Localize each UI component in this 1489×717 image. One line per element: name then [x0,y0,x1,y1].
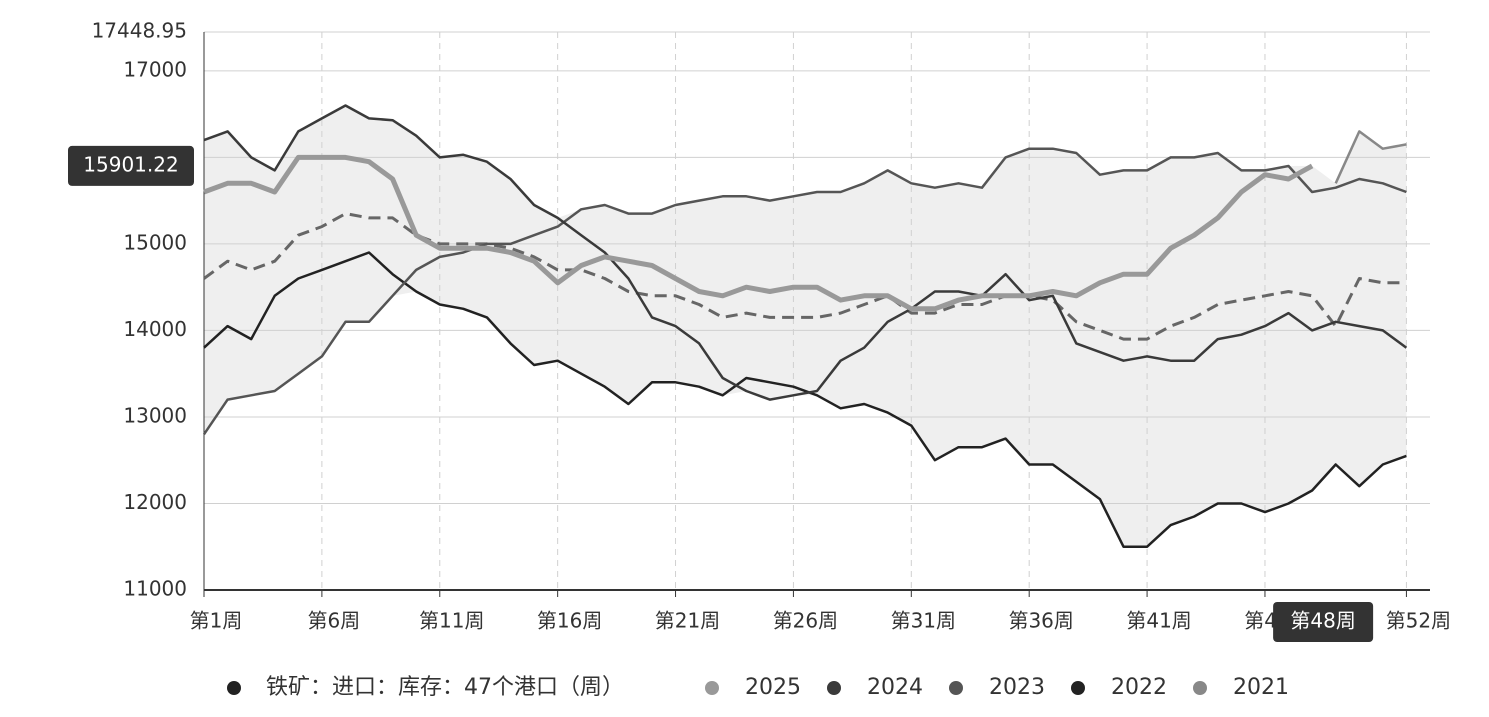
legend-title: 铁矿：进口：库存：47个港口（周） [266,675,624,700]
tooltip-x-box [1273,602,1374,642]
x-tick-label: 第31周 [891,609,956,633]
x-tick-label: 第11周 [419,609,484,633]
tooltip-x-label: 第48周 [1290,609,1355,633]
legend-marker [949,681,963,695]
range-band [204,105,1407,547]
legend-label: 2025 [745,675,801,700]
legend-marker [1071,681,1085,695]
x-tick-label: 第6周 [308,609,361,633]
x-tick-label: 第21周 [655,609,720,633]
legend-marker [705,681,719,695]
x-tick-label: 第52周 [1386,609,1451,633]
y-tick-label: 13000 [123,403,187,427]
series-line [202,147,1407,436]
legend-label: 2024 [867,675,923,700]
legend-marker [227,681,241,695]
series-line [1334,130,1407,184]
x-tick-label: 第41周 [1126,609,1191,633]
average-line [203,212,1407,341]
legend-label: 2021 [1233,675,1289,700]
series-line [203,104,1408,401]
tooltip-y-value: 15901.22 [83,152,178,176]
legend-marker [1193,681,1207,695]
x-tick-label: 第36周 [1008,609,1073,633]
y-tick-label: 11000 [123,577,187,601]
y-tick-label: 12000 [123,490,187,514]
legend-label: 2022 [1111,675,1167,700]
y-tick-label: 15000 [123,230,187,254]
x-tick-label: 第16周 [537,609,602,633]
series-line [203,154,1314,312]
legend-label: 2023 [989,675,1045,700]
tooltip-y-box [68,145,194,186]
legend-marker [827,681,841,695]
y-tick-label: 14000 [123,317,187,341]
y-tick-label: 17000 [123,57,187,81]
x-tick-label: 第1周 [190,609,243,633]
y-tick-label: 17448.95 [92,19,187,43]
x-tick-label: 第26周 [773,609,838,633]
